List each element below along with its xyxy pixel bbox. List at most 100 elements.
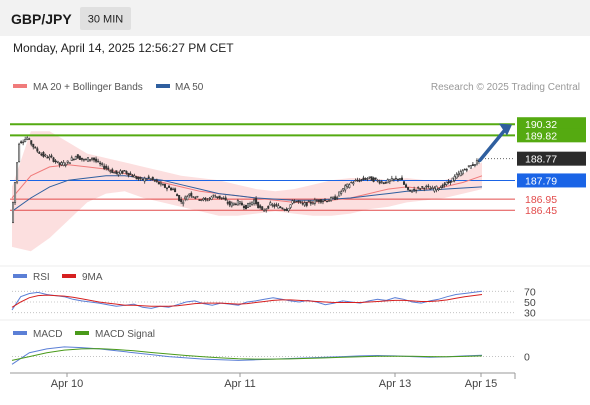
candle	[149, 178, 152, 181]
candle-body-up	[394, 177, 397, 180]
candle-body-up	[159, 182, 162, 185]
rsi-tick-label: 30	[524, 308, 536, 320]
candle-body-up	[253, 199, 256, 205]
candle-body-down	[123, 170, 126, 172]
candle-body-down	[129, 173, 132, 175]
candle	[326, 200, 329, 203]
candle-body-up	[62, 162, 65, 166]
candle	[180, 196, 183, 205]
candle	[465, 167, 468, 173]
candle	[317, 199, 320, 204]
candle	[163, 183, 166, 189]
candle-body-down	[447, 181, 450, 184]
candle-body-down	[139, 177, 142, 179]
candle	[32, 143, 35, 150]
candle	[159, 180, 162, 187]
candle	[84, 158, 87, 161]
candle-body-down	[50, 155, 53, 157]
candle-body-up	[182, 201, 185, 205]
level-label-box	[517, 117, 586, 132]
candle	[176, 193, 179, 197]
candle-body-up	[238, 201, 241, 204]
candle	[269, 200, 272, 206]
candle-body-up	[336, 197, 339, 199]
candle-body-down	[176, 194, 179, 197]
candle	[72, 158, 75, 161]
candle	[364, 177, 367, 180]
candle-body-up	[291, 200, 294, 204]
candle	[471, 161, 474, 167]
candle	[127, 172, 130, 178]
candle	[34, 146, 37, 149]
candle	[390, 175, 393, 182]
candle	[82, 158, 85, 162]
candle-body-up	[307, 200, 310, 203]
candle	[315, 198, 318, 202]
candle	[386, 178, 389, 184]
candle-body-down	[190, 192, 193, 197]
candle-body-down	[147, 176, 150, 178]
candle-body-up	[101, 163, 104, 165]
candle	[113, 171, 116, 174]
candle	[449, 180, 452, 186]
candle	[123, 170, 126, 172]
candle-body-down	[157, 181, 160, 185]
candle	[461, 169, 464, 176]
candle-body-down	[396, 178, 399, 181]
candle-body-down	[358, 180, 361, 182]
candle	[218, 195, 221, 200]
candle-body-down	[52, 157, 55, 162]
candle	[249, 201, 252, 207]
candle	[50, 153, 53, 159]
candle	[336, 195, 339, 201]
candle-body-up	[332, 196, 335, 199]
level-label: 186.45	[525, 205, 557, 217]
candle-body-down	[115, 170, 118, 174]
candle-body-down	[72, 158, 75, 161]
candle	[198, 199, 201, 201]
candle	[388, 179, 391, 185]
candle	[214, 194, 217, 198]
candle-body-down	[421, 186, 424, 188]
candle-body-up	[348, 184, 351, 188]
candle-body-up	[64, 164, 67, 166]
candle-body-down	[180, 199, 183, 203]
macd-signal-legend-swatch	[75, 331, 89, 335]
candle-body-up	[230, 202, 233, 207]
candle-body-down	[301, 202, 304, 205]
timeframe-badge[interactable]	[80, 7, 131, 30]
candle	[143, 176, 146, 184]
candle-body-up	[342, 188, 345, 191]
candle-body-down	[407, 187, 410, 190]
candle	[54, 158, 57, 164]
ma50-legend-label: MA 50	[175, 82, 204, 93]
candle-body-down	[334, 196, 337, 200]
candle	[275, 202, 278, 207]
candle	[330, 196, 333, 202]
candle-body-up	[143, 177, 146, 182]
candle-body-up	[28, 138, 31, 140]
candle-body-up	[22, 141, 25, 144]
candle	[184, 195, 187, 202]
candle-body-down	[93, 157, 96, 161]
candle-body-down	[167, 185, 171, 188]
candle	[210, 195, 213, 201]
candle	[459, 169, 462, 177]
candle	[208, 197, 211, 201]
candle	[443, 181, 446, 188]
candle	[332, 196, 335, 199]
candle	[14, 182, 17, 206]
candle-body-down	[240, 202, 243, 206]
candle	[40, 152, 43, 157]
candle	[216, 196, 219, 199]
candle-body-down	[131, 174, 134, 178]
candle	[242, 204, 245, 211]
candle	[295, 200, 298, 203]
candle-body-up	[352, 182, 355, 185]
candle	[121, 170, 124, 175]
candle	[340, 189, 343, 196]
candle-body-down	[285, 208, 288, 211]
candle	[182, 199, 185, 207]
candle-body-down	[103, 165, 106, 169]
